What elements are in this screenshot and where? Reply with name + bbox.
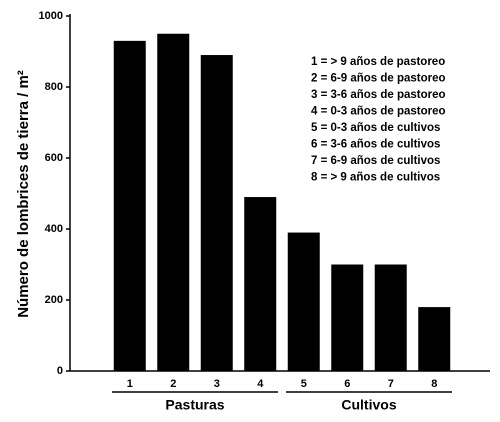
legend-note: 7 = 6-9 años de cultivos	[311, 155, 440, 167]
legend-note: 6 = 3-6 años de cultivos	[311, 139, 440, 151]
legend-note: 3 = 3-6 años de pastoreo	[311, 89, 446, 101]
bar	[244, 197, 277, 371]
y-tick-label: 200	[45, 294, 63, 306]
legend-note: 2 = 6-9 años de pastoreo	[311, 73, 446, 85]
x-tick-label: 2	[170, 378, 176, 390]
legend-note: 5 = 0-3 años de cultivos	[311, 122, 440, 134]
x-tick-label: 3	[214, 378, 220, 390]
bar	[374, 264, 407, 371]
x-tick-label: 4	[257, 378, 264, 390]
x-tick-label: 6	[344, 378, 350, 390]
x-tick-label: 8	[431, 378, 437, 390]
bar	[331, 264, 364, 371]
group-label: Cultivos	[341, 397, 396, 413]
bar	[418, 307, 451, 371]
legend-note: 4 = 0-3 años de pastoreo	[311, 106, 446, 118]
legend-note: 1 = > 9 años de pastoreo	[311, 56, 445, 68]
y-axis-label: Número de lombrices de tierra / m²	[15, 70, 32, 318]
y-tick-label: 800	[45, 81, 63, 93]
bar	[113, 40, 146, 371]
bar	[287, 232, 320, 371]
x-tick-label: 1	[127, 378, 133, 390]
y-tick-label: 600	[45, 152, 63, 164]
legend-note: 8 = > 9 años de cultivos	[311, 172, 440, 184]
y-tick-label: 0	[57, 365, 63, 377]
bar	[200, 55, 233, 372]
bar	[157, 33, 190, 371]
y-tick-label: 400	[45, 223, 63, 235]
y-tick-label: 1000	[39, 10, 63, 22]
group-label: Pasturas	[165, 397, 224, 413]
x-tick-label: 5	[301, 378, 307, 390]
x-tick-label: 7	[388, 378, 394, 390]
